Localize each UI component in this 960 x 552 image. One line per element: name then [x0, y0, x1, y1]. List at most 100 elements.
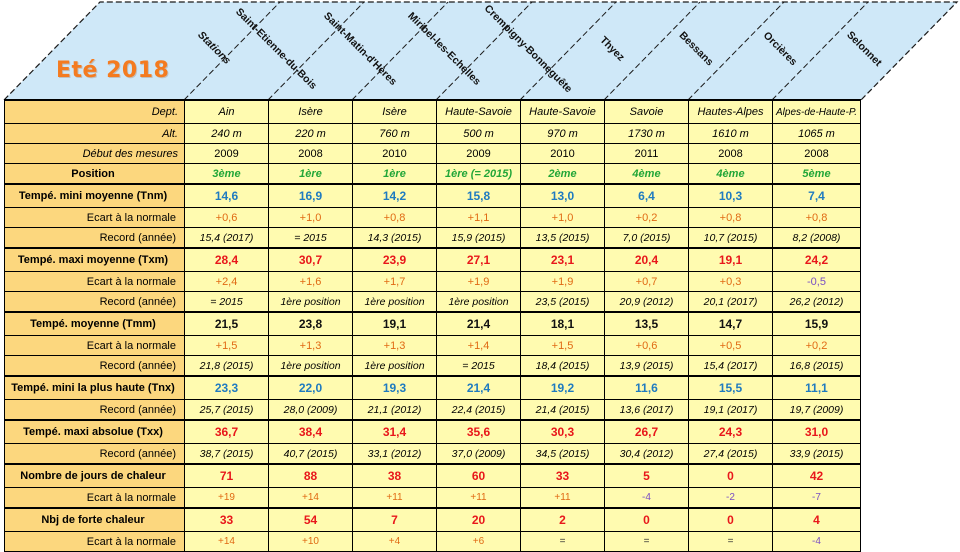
delta-cell: -4	[772, 531, 861, 552]
record-cell: 13,5 (2015)	[520, 227, 605, 249]
sub-row-label: Ecart à la normale	[4, 487, 185, 509]
record-cell: 25,7 (2015)	[184, 399, 269, 421]
section-value: 6,4	[604, 183, 689, 208]
section-label: Tempé. maxi absolue (Txx)	[4, 419, 185, 444]
section-value: 23,8	[268, 311, 353, 336]
info-row-label: Début des mesures	[4, 143, 185, 164]
record-cell: 19,1 (2017)	[688, 399, 773, 421]
delta-cell: +1,5	[184, 335, 269, 356]
delta-cell: +1,9	[436, 271, 521, 292]
section-value: 18,1	[520, 311, 605, 336]
section-label: Tempé. mini moyenne (Tnm)	[4, 183, 185, 208]
section-value: 71	[184, 463, 269, 488]
sub-row-label: Ecart à la normale	[4, 335, 185, 356]
position-cell: 1ère (= 2015)	[436, 163, 521, 185]
delta-cell: =	[520, 531, 605, 552]
info-cell: 760 m	[352, 123, 437, 144]
section-value: 0	[688, 463, 773, 488]
info-row: Alt. 240 m 220 m 760 m 500 m 970 m 1730 m 1610 …	[4, 123, 861, 144]
section-value: 0	[688, 507, 773, 532]
sub-row-label: Ecart à la normale	[4, 531, 185, 552]
info-cell: 2010	[520, 143, 605, 164]
record-cell: 40,7 (2015)	[268, 443, 353, 465]
record-cell: 30,4 (2012)	[604, 443, 689, 465]
record-cell: = 2015	[268, 227, 353, 249]
section-value: 4	[772, 507, 861, 532]
info-cell: 2010	[352, 143, 437, 164]
section-value: 31,4	[352, 419, 437, 444]
info-cell: 970 m	[520, 123, 605, 144]
info-row-label: Dept.	[4, 99, 185, 124]
record-cell: 28,0 (2009)	[268, 399, 353, 421]
record-cell: 1ère position	[352, 291, 437, 313]
record-cell: 21,8 (2015)	[184, 355, 269, 377]
delta-cell: -4	[604, 487, 689, 509]
delta-cell: =	[604, 531, 689, 552]
info-cell: 2008	[688, 143, 773, 164]
position-label: Position	[4, 163, 185, 185]
section-value: 21,4	[436, 311, 521, 336]
position-row: Position 3ème 1ère 1ère 1ère (= 2015) 2ème 4èm…	[4, 163, 861, 185]
record-cell: 1ère position	[436, 291, 521, 313]
section-value: 13,0	[520, 183, 605, 208]
record-cell: 1ère position	[268, 355, 353, 377]
section-value: 13,5	[604, 311, 689, 336]
section-value: 27,1	[436, 247, 521, 272]
delta-cell: +1,7	[352, 271, 437, 292]
delta-cell: -7	[772, 487, 861, 509]
section-value: 54	[268, 507, 353, 532]
section-value: 14,7	[688, 311, 773, 336]
sub-row-label: Record (année)	[4, 291, 185, 313]
info-row: Début des mesures 2009 2008 2010 2009 2010 201…	[4, 143, 861, 164]
header-divider	[771, 1, 869, 101]
record-cell: 13,6 (2017)	[604, 399, 689, 421]
delta-cell: +1,1	[436, 207, 521, 228]
sub-row-label: Record (année)	[4, 227, 185, 249]
delta-cell: +1,5	[520, 335, 605, 356]
section-value: 88	[268, 463, 353, 488]
section-value: 38,4	[268, 419, 353, 444]
header-divider	[183, 1, 281, 101]
sub-row: Record (année) = 2015 1ère position 1ère po…	[4, 291, 861, 313]
section-row: Tempé. mini la plus haute (Tnx) 23,3 22,0 1…	[4, 375, 861, 400]
info-cell: 2008	[772, 143, 861, 164]
info-cell: 220 m	[268, 123, 353, 144]
header-divider	[687, 1, 785, 101]
delta-cell: +0,2	[772, 335, 861, 356]
delta-cell: +1,3	[352, 335, 437, 356]
info-cell: Haute-Savoie	[520, 99, 605, 124]
data-table: Dept. Ain Isère Isère Haute-Savoie Haute-Savo…	[4, 99, 861, 552]
section-value: 31,0	[772, 419, 861, 444]
delta-cell: +1,6	[268, 271, 353, 292]
section-value: 21,5	[184, 311, 269, 336]
section-value: 14,6	[184, 183, 269, 208]
sub-row: Record (année) 38,7 (2015) 40,7 (2015) 33,1…	[4, 443, 861, 465]
record-cell: 21,4 (2015)	[520, 399, 605, 421]
record-cell: = 2015	[436, 355, 521, 377]
sub-row: Record (année) 15,4 (2017) = 2015 14,3 (201…	[4, 227, 861, 249]
section-value: 15,5	[688, 375, 773, 400]
record-cell: 37,0 (2009)	[436, 443, 521, 465]
record-cell: 1ère position	[352, 355, 437, 377]
delta-cell: +1,0	[520, 207, 605, 228]
info-cell: Isère	[352, 99, 437, 124]
section-row: Tempé. mini moyenne (Tnm) 14,6 16,9 14,2 15,…	[4, 183, 861, 208]
section-row: Nombre de jours de chaleur 71 88 38 60 33 5 0 42	[4, 463, 861, 488]
section-label: Tempé. maxi moyenne (Txm)	[4, 247, 185, 272]
record-cell: 21,1 (2012)	[352, 399, 437, 421]
section-value: 24,3	[688, 419, 773, 444]
section-value: 60	[436, 463, 521, 488]
section-value: 30,3	[520, 419, 605, 444]
section-value: 2	[520, 507, 605, 532]
section-value: 38	[352, 463, 437, 488]
header-divider	[519, 1, 617, 101]
info-row-label: Alt.	[4, 123, 185, 144]
record-cell: = 2015	[184, 291, 269, 313]
record-cell: 33,1 (2012)	[352, 443, 437, 465]
section-value: 36,7	[184, 419, 269, 444]
info-cell: Savoie	[604, 99, 689, 124]
delta-cell: +19	[184, 487, 269, 509]
section-value: 20	[436, 507, 521, 532]
info-cell: 500 m	[436, 123, 521, 144]
sub-row: Ecart à la normale +1,5 +1,3 +1,3 +1,4 +1,5 +0…	[4, 335, 861, 356]
